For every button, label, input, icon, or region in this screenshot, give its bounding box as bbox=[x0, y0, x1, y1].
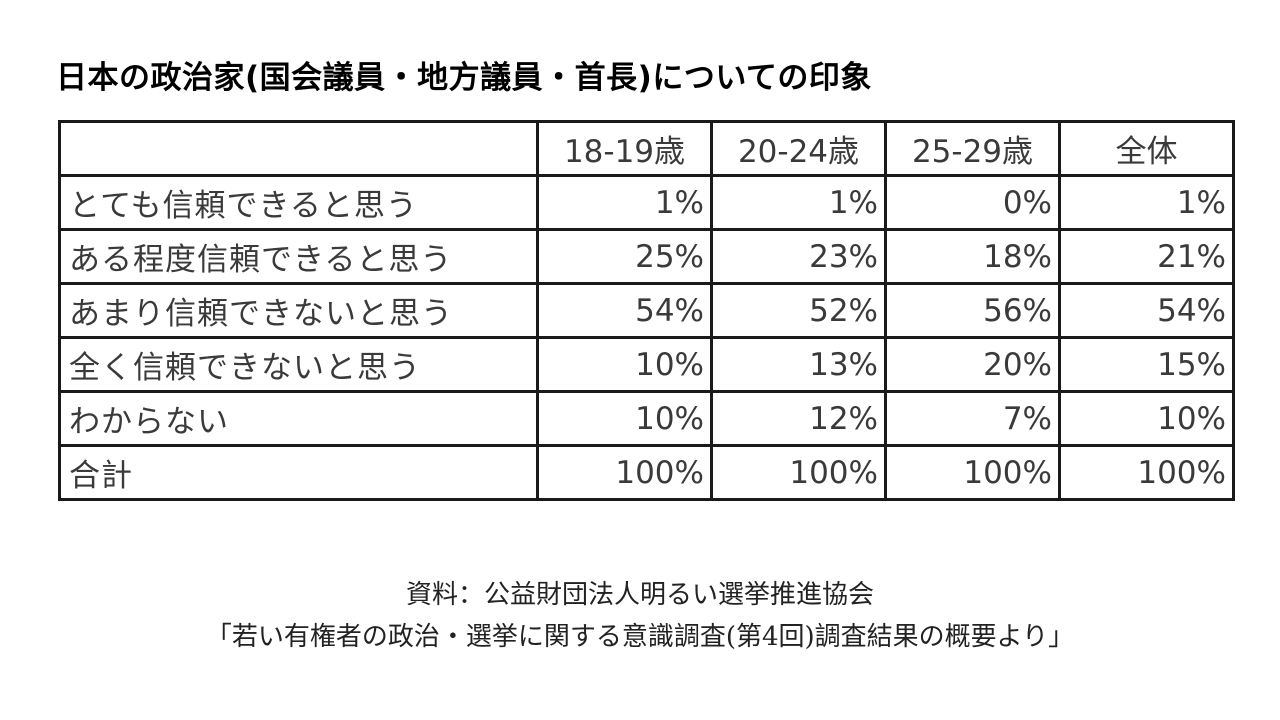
table-cell: 15% bbox=[1058, 336, 1235, 393]
table-cell: 100% bbox=[884, 444, 1061, 501]
header-cell-total: 全体 bbox=[1058, 120, 1235, 177]
table-cell: 1% bbox=[710, 174, 887, 231]
row-label: 合計 bbox=[58, 444, 539, 501]
table-cell: 25% bbox=[536, 228, 713, 285]
table-cell: 0% bbox=[884, 174, 1061, 231]
table-cell: 56% bbox=[884, 282, 1061, 339]
table-row: とても信頼できると思う 1% 1% 0% 1% bbox=[58, 174, 1235, 231]
data-table: 18-19歳 20-24歳 25-29歳 全体 とても信頼できると思う 1% 1… bbox=[58, 120, 1235, 501]
table-cell: 1% bbox=[536, 174, 713, 231]
header-cell-20-24: 20-24歳 bbox=[710, 120, 887, 177]
table-cell: 7% bbox=[884, 390, 1061, 447]
table-cell: 21% bbox=[1058, 228, 1235, 285]
row-label: あまり信頼できないと思う bbox=[58, 282, 539, 339]
table-cell: 1% bbox=[1058, 174, 1235, 231]
header-cell-corner bbox=[58, 120, 539, 177]
row-label: とても信頼できると思う bbox=[58, 174, 539, 231]
row-label: わからない bbox=[58, 390, 539, 447]
source-line-2: 「若い有権者の政治・選挙に関する意識調査(第4回)調査結果の概要より」 bbox=[205, 622, 1075, 652]
table-cell: 13% bbox=[710, 336, 887, 393]
table-cell: 100% bbox=[536, 444, 713, 501]
table-row: ある程度信頼できると思う 25% 23% 18% 21% bbox=[58, 228, 1235, 285]
table-cell: 54% bbox=[1058, 282, 1235, 339]
row-label: ある程度信頼できると思う bbox=[58, 228, 539, 285]
table-row: わからない 10% 12% 7% 10% bbox=[58, 390, 1235, 447]
table-cell: 10% bbox=[536, 336, 713, 393]
table-row: あまり信頼できないと思う 54% 52% 56% 54% bbox=[58, 282, 1235, 339]
table-cell: 100% bbox=[1058, 444, 1235, 501]
table-cell: 12% bbox=[710, 390, 887, 447]
table-header-row: 18-19歳 20-24歳 25-29歳 全体 bbox=[58, 120, 1235, 177]
table-row: 全く信頼できないと思う 10% 13% 20% 15% bbox=[58, 336, 1235, 393]
table-cell: 18% bbox=[884, 228, 1061, 285]
header-cell-18-19: 18-19歳 bbox=[536, 120, 713, 177]
table-cell: 23% bbox=[710, 228, 887, 285]
table-cell: 10% bbox=[1058, 390, 1235, 447]
table-cell: 20% bbox=[884, 336, 1061, 393]
source-line-1: 資料：公益財団法人明るい選挙推進協会 bbox=[405, 580, 874, 610]
table-cell: 52% bbox=[710, 282, 887, 339]
row-label: 全く信頼できないと思う bbox=[58, 336, 539, 393]
table-row-total: 合計 100% 100% 100% 100% bbox=[58, 444, 1235, 501]
page-title: 日本の政治家(国会議員・地方議員・首長)についての印象 bbox=[56, 60, 872, 96]
table-cell: 100% bbox=[710, 444, 887, 501]
data-table-container: 18-19歳 20-24歳 25-29歳 全体 とても信頼できると思う 1% 1… bbox=[58, 120, 1235, 501]
table-cell: 54% bbox=[536, 282, 713, 339]
header-cell-25-29: 25-29歳 bbox=[884, 120, 1061, 177]
table-cell: 10% bbox=[536, 390, 713, 447]
